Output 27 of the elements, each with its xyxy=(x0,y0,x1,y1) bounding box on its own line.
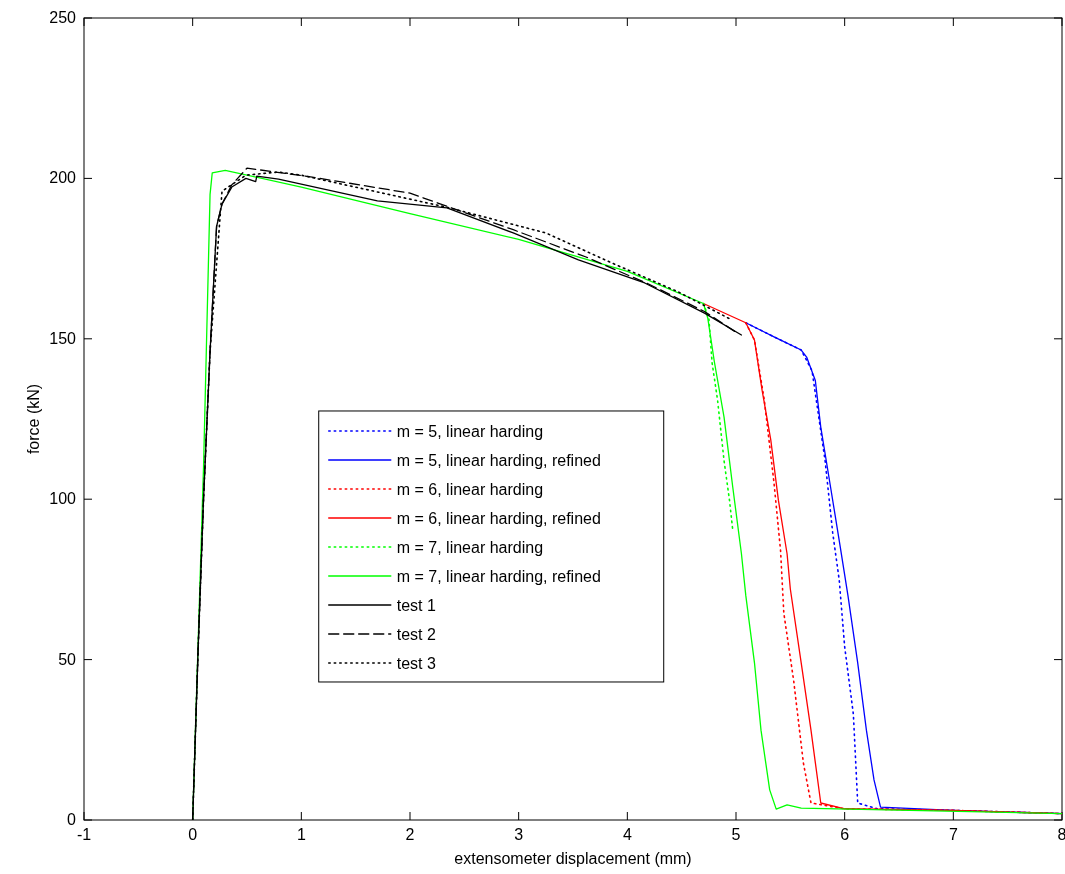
y-tick-label: 100 xyxy=(49,490,77,508)
y-axis-title: force (kN) xyxy=(25,383,42,455)
legend-label: m = 6, linear harding, refined xyxy=(396,509,601,527)
legend-label: m = 7, linear harding xyxy=(396,538,544,556)
x-axis-title: extensometer displacement (mm) xyxy=(454,850,692,867)
x-tick-label: 8 xyxy=(1057,826,1065,843)
y-tick-label: 0 xyxy=(67,811,77,828)
legend-label: m = 6, linear harding xyxy=(396,480,544,498)
x-tick-label: 5 xyxy=(731,826,741,843)
legend-label: test 3 xyxy=(396,654,436,672)
x-tick-label: 6 xyxy=(840,826,850,843)
x-tick-label: -1 xyxy=(76,826,92,843)
x-tick-label: 1 xyxy=(296,826,306,843)
y-tick-label: 200 xyxy=(49,169,77,187)
x-tick-label: 3 xyxy=(514,826,524,843)
y-tick-label: 50 xyxy=(58,650,77,668)
legend-label: m = 5, linear harding, refined xyxy=(396,451,601,469)
y-tick-label: 250 xyxy=(49,9,77,26)
x-tick-label: 2 xyxy=(405,826,415,843)
legend-label: m = 5, linear harding xyxy=(396,422,544,440)
x-tick-label: 0 xyxy=(188,826,198,843)
x-tick-label: 7 xyxy=(948,826,958,843)
legend-label: test 2 xyxy=(396,625,436,643)
legend-label: m = 7, linear harding, refined xyxy=(396,567,601,585)
x-tick-label: 4 xyxy=(622,826,632,843)
y-tick-label: 150 xyxy=(49,329,77,347)
legend-label: test 1 xyxy=(396,596,436,614)
